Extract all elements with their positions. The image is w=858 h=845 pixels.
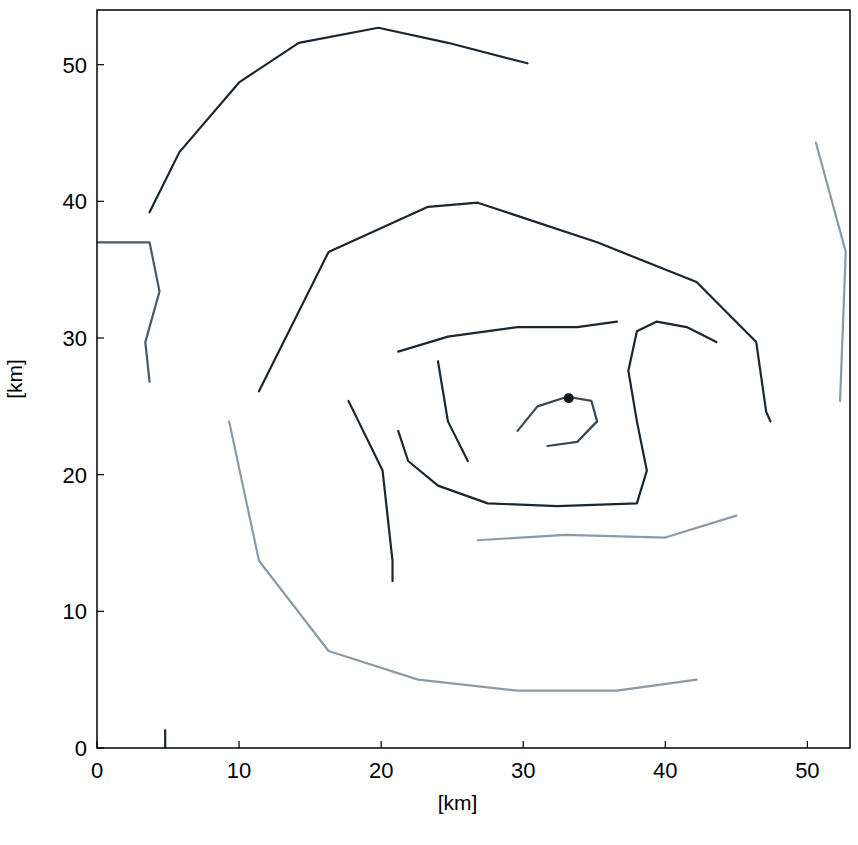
filament (150, 28, 528, 213)
x-tick (523, 741, 524, 748)
y-tick (97, 474, 104, 475)
x-axis-title: [km] (438, 791, 478, 814)
y-tick-label: 40 (63, 189, 87, 214)
y-tick (97, 611, 104, 612)
x-tick-label: 50 (795, 758, 819, 783)
filament (438, 361, 468, 461)
y-tick (97, 747, 104, 748)
filament (518, 397, 598, 446)
plot-frame (97, 10, 850, 748)
y-axis-title: [km] (3, 359, 26, 399)
y-tick (97, 201, 104, 202)
x-tick (238, 741, 239, 748)
y-tick-label: 30 (63, 326, 87, 351)
x-tick (807, 741, 808, 748)
y-tick-label: 10 (63, 599, 87, 624)
y-tick-label: 50 (63, 53, 87, 78)
x-tick (665, 741, 666, 748)
x-tick (381, 741, 382, 748)
filament (398, 322, 617, 352)
filament (478, 516, 737, 541)
filament (229, 421, 696, 690)
filament (816, 143, 846, 401)
y-tick-label: 0 (75, 736, 87, 761)
chart: 0 10 20 30 40 50 0 10 20 30 40 50 [km] [km] (0, 0, 858, 845)
filament (348, 401, 392, 581)
plot-background (97, 10, 850, 748)
x-tick-label: 30 (511, 758, 535, 783)
filament (97, 242, 160, 381)
filament (398, 322, 716, 507)
filament (164, 730, 166, 748)
x-tick-label: 20 (369, 758, 393, 783)
y-tick (97, 64, 104, 65)
filament (259, 203, 770, 422)
data-layer (97, 28, 846, 748)
x-tick-label: 0 (91, 758, 103, 783)
x-tick (96, 741, 97, 748)
y-tick-label: 20 (63, 463, 87, 488)
point (564, 393, 574, 403)
x-tick-label: 40 (653, 758, 677, 783)
x-tick-label: 10 (227, 758, 251, 783)
y-tick (97, 337, 104, 338)
